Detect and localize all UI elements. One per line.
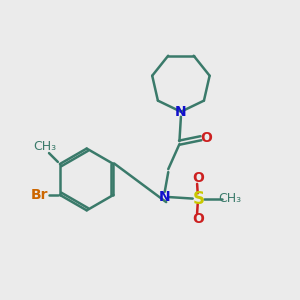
Text: CH₃: CH₃ [218,192,242,205]
Text: Br: Br [31,188,48,202]
Text: N: N [175,105,187,119]
Text: O: O [193,212,205,226]
Text: CH₃: CH₃ [33,140,56,153]
Text: O: O [193,171,205,185]
Text: S: S [193,190,205,208]
Text: N: N [159,190,170,204]
Text: O: O [200,130,212,145]
